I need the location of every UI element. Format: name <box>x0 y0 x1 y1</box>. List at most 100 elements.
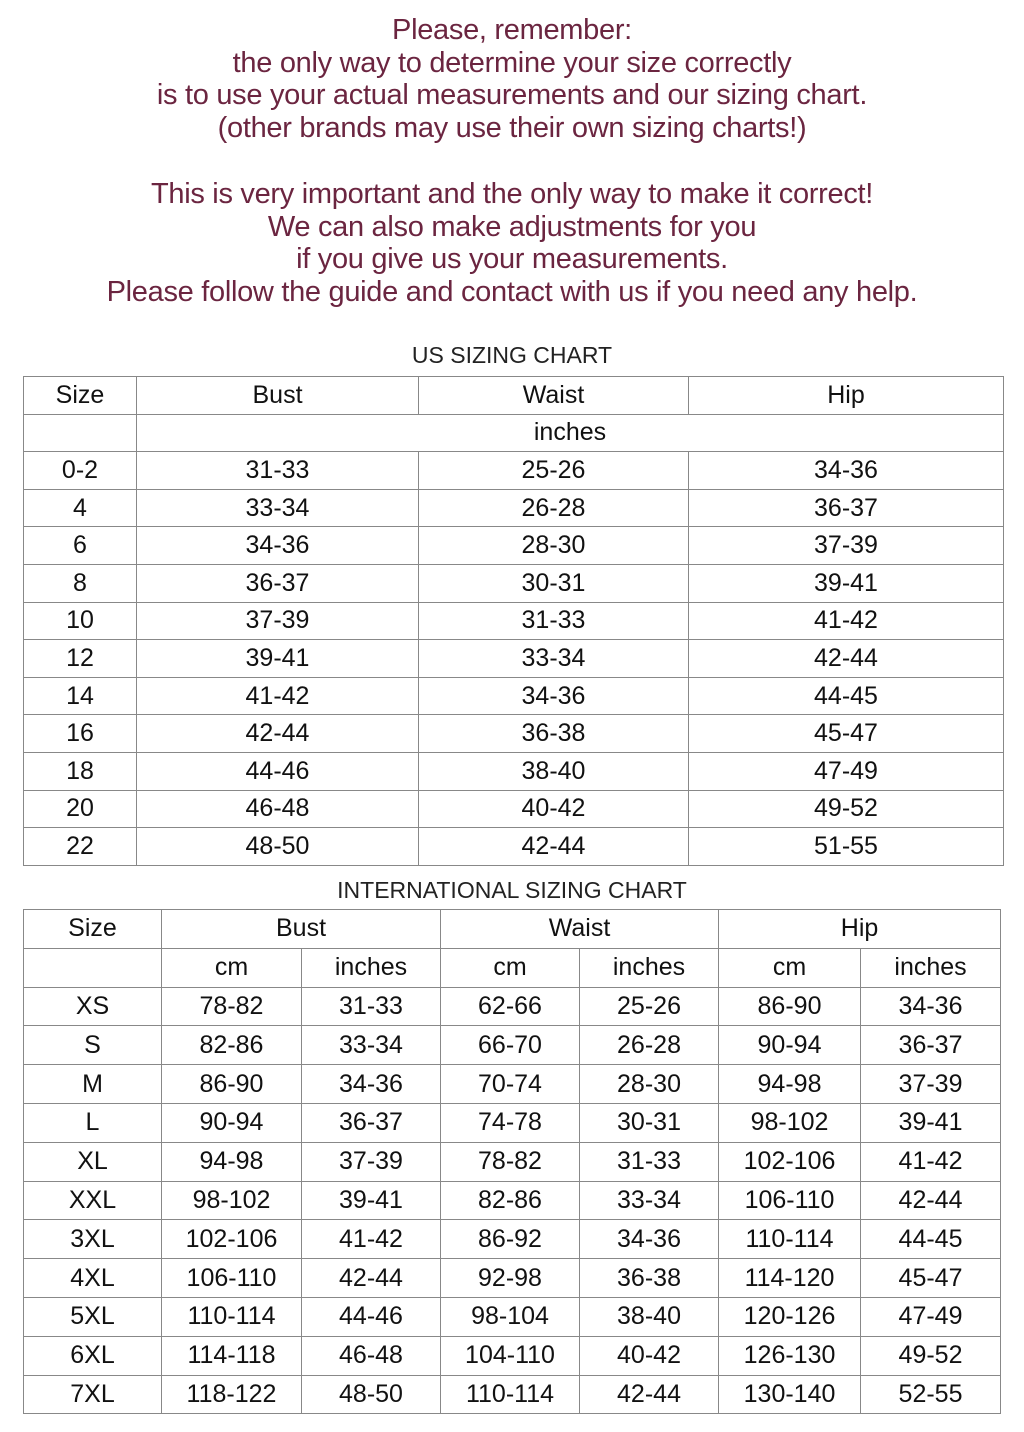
size-cell: 7XL <box>23 1374 162 1415</box>
table-row: 5XL 110-114 44-46 98-104 38-40 120-126 47-49 <box>23 1296 1002 1337</box>
table-row: 18 44-46 38-40 47-49 <box>23 751 1004 791</box>
table-row: 20 46-48 40-42 49-52 <box>23 789 1004 829</box>
measurement-cell: 110-114 <box>440 1374 580 1415</box>
measurement-cell: 37-39 <box>301 1141 441 1182</box>
measurement-cell: 36-37 <box>301 1102 441 1143</box>
measurement-cell: 44-46 <box>136 751 419 791</box>
header-bust: Bust <box>136 376 419 415</box>
size-cell: L <box>23 1102 162 1143</box>
header-waist: Waist <box>439 909 720 949</box>
measurement-cell: 86-92 <box>440 1219 580 1260</box>
table-row: 6 34-36 28-30 37-39 <box>23 526 1004 565</box>
table-row: M 86-90 34-36 70-74 28-30 94-98 37-39 <box>23 1064 1002 1104</box>
header-size: Size <box>23 909 162 949</box>
table-row: XS 78-82 31-33 62-66 25-26 86-90 34-36 <box>23 986 1002 1027</box>
notice-line: if you give us your measurements. <box>296 243 728 275</box>
empty-cell <box>23 947 162 988</box>
measurement-cell: 45-47 <box>688 714 1004 753</box>
measurement-cell: 45-47 <box>860 1258 1002 1298</box>
size-cell: XS <box>23 986 162 1027</box>
notice-line: Please follow the guide and contact with… <box>106 275 918 308</box>
size-cell: S <box>23 1025 162 1066</box>
measurement-cell: 39-41 <box>860 1102 1002 1143</box>
measurement-cell: 34-36 <box>578 1219 720 1260</box>
measurement-cell: 40-42 <box>418 789 689 829</box>
measurement-cell: 114-118 <box>161 1335 302 1376</box>
table-row: 10 37-39 31-33 41-42 <box>23 601 1004 641</box>
measurement-cell: 120-126 <box>718 1296 862 1337</box>
measurement-cell: 28-30 <box>578 1064 720 1104</box>
table-header-row: Size Bust Waist Hip <box>23 376 1004 415</box>
size-cell: 6 <box>23 526 137 565</box>
measurement-cell: 82-86 <box>440 1180 580 1221</box>
size-cell: 4XL <box>23 1258 162 1298</box>
empty-cell <box>23 413 137 453</box>
table-row: 8 36-37 30-31 39-41 <box>23 563 1004 603</box>
measurement-cell: 28-30 <box>418 526 689 565</box>
measurement-cell: 41-42 <box>688 601 1004 641</box>
unit-label: cm <box>718 947 862 988</box>
international-sizing-table: Size Bust Waist Hip cm inches cm inches … <box>23 909 1002 1415</box>
measurement-cell: 49-52 <box>860 1335 1002 1376</box>
measurement-cell: 30-31 <box>418 563 689 603</box>
unit-label: cm <box>161 947 302 988</box>
unit-label: inches <box>578 947 720 988</box>
notice-line: We can also make adjustments for you <box>267 210 757 243</box>
measurement-cell: 48-50 <box>136 827 419 866</box>
measurement-cell: 130-140 <box>718 1374 862 1415</box>
size-cell: 5XL <box>23 1296 162 1337</box>
measurement-cell: 31-33 <box>578 1141 720 1182</box>
measurement-cell: 34-36 <box>301 1064 441 1104</box>
measurement-cell: 36-37 <box>136 563 419 603</box>
table-row: 14 41-42 34-36 44-45 <box>23 676 1004 716</box>
size-cell: 6XL <box>23 1335 162 1376</box>
table-row: L 90-94 36-37 74-78 30-31 98-102 39-41 <box>23 1102 1002 1143</box>
measurement-cell: 31-33 <box>136 451 419 490</box>
measurement-cell: 37-39 <box>688 526 1004 565</box>
measurement-cell: 34-36 <box>418 676 689 716</box>
us-sizing-table: Size Bust Waist Hip inches 0-2 31-33 25-26… <box>23 376 1004 866</box>
size-cell: 10 <box>23 601 137 641</box>
measurement-cell: 78-82 <box>161 986 302 1027</box>
measurement-cell: 118-122 <box>161 1374 302 1415</box>
measurement-cell: 36-38 <box>418 714 689 753</box>
notice-line: Please, remember: <box>392 14 632 46</box>
measurement-cell: 102-106 <box>718 1141 862 1182</box>
size-cell: M <box>23 1064 162 1104</box>
measurement-cell: 42-44 <box>418 827 689 866</box>
measurement-cell: 37-39 <box>860 1064 1002 1104</box>
measurement-cell: 98-102 <box>161 1180 302 1221</box>
size-cell: 18 <box>23 751 137 791</box>
measurement-cell: 39-41 <box>301 1180 441 1221</box>
measurement-cell: 126-130 <box>718 1335 862 1376</box>
unit-label: cm <box>440 947 580 988</box>
size-cell: 12 <box>23 639 137 678</box>
size-cell: 0-2 <box>23 451 137 490</box>
header-hip: Hip <box>688 376 1004 415</box>
table-row: 4XL 106-110 42-44 92-98 36-38 114-120 45-47 <box>23 1258 1002 1298</box>
size-cell: 20 <box>23 789 137 829</box>
header-hip: Hip <box>718 909 1002 949</box>
measurement-cell: 49-52 <box>688 789 1004 829</box>
measurement-cell: 66-70 <box>440 1025 580 1066</box>
measurement-cell: 36-37 <box>860 1025 1002 1066</box>
measurement-cell: 46-48 <box>301 1335 441 1376</box>
table-row: 3XL 102-106 41-42 86-92 34-36 110-114 44-45 <box>23 1219 1002 1260</box>
measurement-cell: 42-44 <box>301 1258 441 1298</box>
notice-line: This is very important and the only way … <box>150 178 874 210</box>
measurement-cell: 39-41 <box>688 563 1004 603</box>
measurement-cell: 26-28 <box>418 488 689 528</box>
unit-label: inches <box>860 947 1002 988</box>
table-row: S 82-86 33-34 66-70 26-28 90-94 36-37 <box>23 1025 1002 1066</box>
notice-line: is to use your actual measurements and o… <box>156 79 868 111</box>
table-row: 4 33-34 26-28 36-37 <box>23 488 1004 528</box>
unit-label: inches <box>136 413 1004 453</box>
measurement-cell: 62-66 <box>440 986 580 1027</box>
measurement-cell: 94-98 <box>718 1064 862 1104</box>
measurement-cell: 48-50 <box>301 1374 441 1415</box>
measurement-cell: 34-36 <box>688 451 1004 490</box>
measurement-cell: 34-36 <box>860 986 1002 1027</box>
measurement-cell: 98-104 <box>440 1296 580 1337</box>
size-cell: XXL <box>23 1180 162 1221</box>
table-header-row: Size Bust Waist Hip <box>23 909 1002 949</box>
